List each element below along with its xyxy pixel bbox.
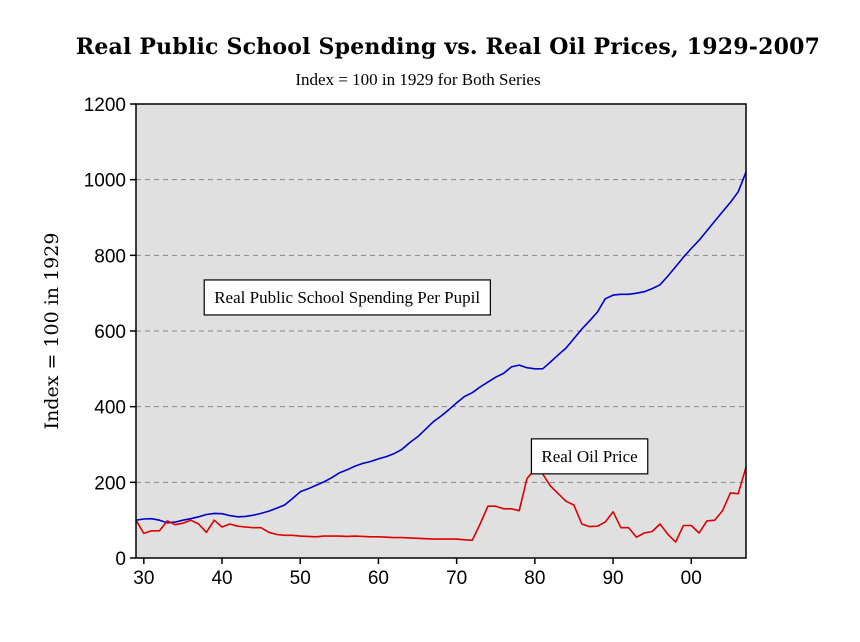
gridlines: [136, 179, 746, 483]
x-tick-label-50: 50: [290, 568, 311, 589]
y-tick-label-0: 0: [115, 549, 126, 570]
series-line-school-spending: [135, 171, 747, 524]
y-tick-label-1000: 1000: [84, 171, 126, 192]
y-tick-label-800: 800: [94, 246, 126, 267]
y-tick-label-1200: 1200: [84, 95, 126, 116]
annotation-school-spending: Real Public School Spending Per Pupil: [203, 279, 491, 316]
x-tick-label-00: 00: [681, 568, 702, 589]
series-line-oil-price: [135, 466, 747, 543]
x-tick-label-80: 80: [524, 568, 545, 589]
x-tick-label-30: 30: [133, 568, 154, 589]
y-tick-label-200: 200: [94, 473, 126, 494]
y-tick-label-400: 400: [94, 398, 126, 419]
x-tick-label-90: 90: [602, 568, 623, 589]
annotation-box: [203, 279, 491, 316]
chart-subtitle: Index = 100 in 1929 for Both Series: [295, 70, 541, 89]
series-layer: [135, 171, 747, 543]
annotation-box: [530, 438, 649, 475]
annotations: Real Public School Spending Per Pupil Rea…: [203, 279, 649, 475]
annotation-label: Real Public School Spending Per Pupil: [214, 288, 480, 307]
annotation-oil-price: Real Oil Price: [530, 438, 649, 475]
x-tick-label-40: 40: [211, 568, 232, 589]
annotation-label: Real Oil Price: [541, 447, 637, 466]
y-axis-label: Index = 100 in 1929: [41, 233, 63, 430]
axes: 0 200 400 600 800 1000 1200 30 40 50 60 70 80 90 00: [84, 95, 702, 589]
chart-title: Real Public School Spending vs. Real Oil…: [75, 34, 821, 60]
x-tick-label-70: 70: [446, 568, 467, 589]
y-tick-label-600: 600: [94, 322, 126, 343]
x-tick-label-60: 60: [368, 568, 389, 589]
